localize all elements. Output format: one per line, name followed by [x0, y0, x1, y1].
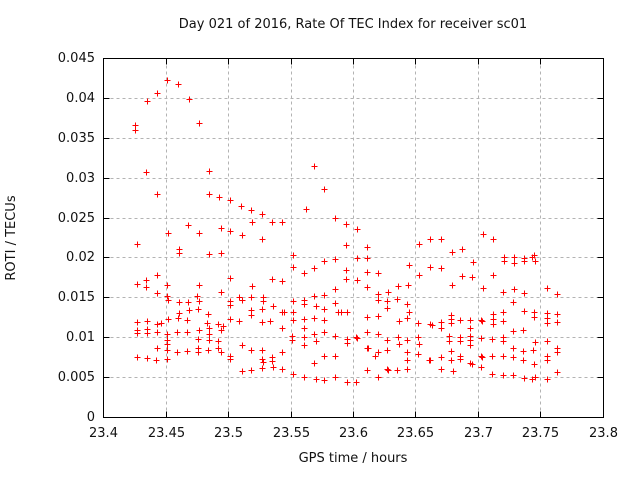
- y-tick-label: 0: [86, 409, 95, 425]
- x-tick-label: 23.7: [464, 426, 493, 441]
- y-tick-label: 0.02: [66, 249, 95, 265]
- scatter-points: [132, 77, 561, 386]
- chart-title: Day 021 of 2016, Rate Of TEC Index for r…: [178, 17, 528, 32]
- x-tick-label: 23.75: [521, 426, 560, 441]
- x-tick-label: 23.5: [214, 426, 243, 441]
- y-tick-label: 0.045: [57, 50, 95, 66]
- plot-border: [103, 58, 604, 418]
- y-tick-label: 0.025: [57, 210, 95, 226]
- x-tick-label: 23.55: [272, 426, 311, 441]
- x-tick-label: 23.45: [147, 426, 186, 441]
- y-tick-label: 0.005: [57, 369, 95, 385]
- y-tick-label: 0.015: [57, 289, 95, 305]
- y-tick-label: 0.04: [66, 90, 95, 106]
- x-tick-label: 23.8: [589, 426, 618, 441]
- axis-tick-marks: [103, 58, 604, 418]
- x-tick-label: 23.4: [89, 426, 118, 441]
- grid-lines: [104, 59, 603, 417]
- x-axis-label: GPS time / hours: [298, 451, 408, 466]
- y-tick-label: 0.035: [57, 130, 95, 146]
- y-tick-label: 0.01: [66, 329, 95, 345]
- x-tick-label: 23.65: [396, 426, 435, 441]
- x-tick-label: 23.6: [339, 426, 368, 441]
- y-tick-label: 0.03: [66, 170, 95, 186]
